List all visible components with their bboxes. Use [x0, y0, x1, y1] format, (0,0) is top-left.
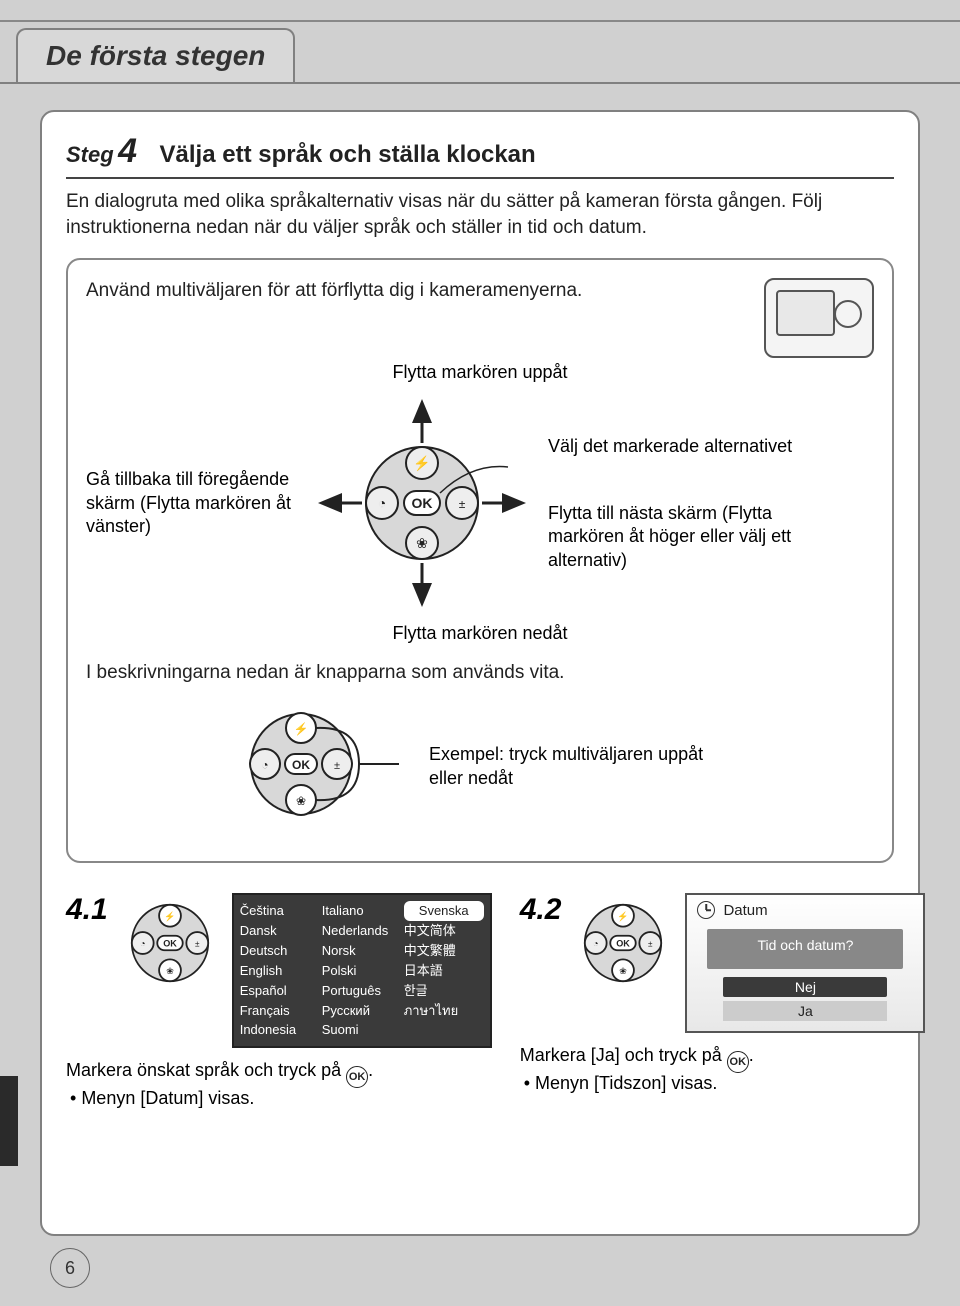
step42-desc-text: Markera [Ja] och tryck på: [520, 1045, 727, 1065]
svg-text:◔: ◔: [593, 939, 598, 949]
top-divider: [0, 20, 960, 22]
step41-desc-suffix: .: [368, 1060, 373, 1080]
ok-icon: OK: [727, 1051, 749, 1073]
lang-item: 中文繁體: [404, 941, 484, 961]
step-number: 4: [118, 132, 137, 170]
tab-baseline: [0, 82, 960, 84]
svg-text:❀: ❀: [296, 794, 306, 808]
step42-bullet: Menyn [Tidszon] visas.: [524, 1073, 926, 1094]
multiselector-pad-small-icon: OK ⚡ ❀ ◔ ±: [120, 893, 220, 998]
svg-text:❀: ❀: [416, 535, 428, 551]
svg-text:OK: OK: [163, 939, 177, 949]
multiselector-card: Använd multiväljaren för att förflytta d…: [66, 258, 894, 863]
svg-text:❀: ❀: [166, 966, 174, 976]
multiselector-pad-icon: OK ⚡ ❀ ◔ ±: [312, 393, 532, 613]
select-label: Välj det markerade alternativet: [548, 435, 798, 458]
svg-text:⚡: ⚡: [164, 911, 175, 923]
date-option-yes: Ja: [723, 1001, 887, 1021]
svg-text:OK: OK: [412, 495, 433, 511]
clock-icon: [697, 901, 715, 919]
lang-item: Português: [322, 981, 402, 1001]
lang-item: ภาษาไทย: [404, 1001, 484, 1021]
lang-item: Suomi: [322, 1020, 402, 1040]
step-label: Steg: [66, 142, 114, 167]
camera-thumbnail-icon: [764, 278, 874, 358]
step-header: Steg 4 Välja ett språk och ställa klocka…: [66, 132, 894, 171]
svg-text:±: ±: [334, 760, 340, 772]
multiselector-diagram: Gå tillbaka till föregående skärm (Flytt…: [86, 393, 874, 613]
svg-text:⚡: ⚡: [413, 455, 430, 472]
step41-heading: 4.1: [66, 893, 108, 927]
substeps-row: 4.1 OK ⚡ ❀ ◔: [66, 893, 894, 1109]
multiselector-pad-example-icon: OK ⚡ ❀ ◔ ±: [231, 694, 401, 839]
lang-item: Italiano: [322, 901, 402, 921]
cursor-down-label: Flytta markören nedåt: [86, 623, 874, 644]
page-card: Steg 4 Välja ett språk och ställa klocka…: [40, 110, 920, 1236]
cursor-right-label: Flytta till nästa skärm (Flytta markören…: [548, 502, 798, 572]
lang-item: 한글: [404, 981, 484, 1001]
right-labels: Välj det markerade alternativet Flytta t…: [548, 435, 808, 573]
side-black-tab: [0, 1076, 18, 1166]
multiselector-pad-small-icon: OK ⚡ ❀ ◔ ±: [573, 893, 673, 998]
lang-item: Nederlands: [322, 921, 402, 941]
example-text: Exempel: tryck multiväljaren uppåt eller…: [429, 743, 729, 790]
svg-text:±: ±: [648, 940, 653, 949]
svg-text:⚡: ⚡: [618, 911, 629, 923]
heading-underline: [66, 177, 894, 179]
svg-text:◔: ◔: [140, 939, 145, 949]
date-option-no: Nej: [723, 977, 887, 997]
lang-item: Norsk: [322, 941, 402, 961]
svg-text:OK: OK: [617, 939, 631, 949]
lang-item: Polski: [322, 961, 402, 981]
step42-desc-suffix: .: [749, 1045, 754, 1065]
lang-item-selected: Svenska: [404, 901, 484, 921]
language-screen: Čeština Italiano Svenska Dansk Nederland…: [232, 893, 492, 1048]
svg-text:±: ±: [195, 940, 200, 949]
step-4-2: 4.2 OK ⚡ ❀ ◔: [520, 893, 926, 1109]
step42-heading: 4.2: [520, 893, 562, 927]
svg-text:◔: ◔: [261, 758, 268, 772]
lang-item: English: [240, 961, 320, 981]
step41-desc: Markera önskat språk och tryck på OK. Me…: [66, 1060, 492, 1109]
lang-item: Français: [240, 1001, 320, 1021]
multiselector-use-text: Använd multiväljaren för att förflytta d…: [86, 278, 744, 304]
svg-text:OK: OK: [292, 758, 310, 772]
lang-item: 日本語: [404, 961, 484, 981]
step41-desc-text: Markera önskat språk och tryck på: [66, 1060, 346, 1080]
multiselector-note: I beskrivningarna nedan är knapparna som…: [86, 662, 874, 684]
cursor-up-label: Flytta markören uppåt: [86, 362, 874, 383]
ok-icon: OK: [346, 1066, 368, 1088]
lang-item: Dansk: [240, 921, 320, 941]
svg-text:❀: ❀: [620, 966, 628, 976]
step-title: Välja ett språk och ställa klockan: [160, 141, 536, 168]
date-title: Datum: [723, 902, 767, 919]
step42-desc: Markera [Ja] och tryck på OK. Menyn [Tid…: [520, 1045, 926, 1094]
svg-text:⚡: ⚡: [294, 722, 309, 736]
lang-item: Español: [240, 981, 320, 1001]
page-number: 6: [50, 1248, 90, 1288]
step41-bullet: Menyn [Datum] visas.: [70, 1088, 492, 1109]
lang-item: 中文简体: [404, 921, 484, 941]
svg-text:±: ±: [459, 497, 466, 511]
cursor-left-label: Gå tillbaka till föregående skärm (Flytt…: [86, 468, 296, 538]
lang-item: Čeština: [240, 901, 320, 921]
date-question: Tid och datum?: [707, 929, 903, 969]
date-screen: Datum Tid och datum? Nej Ja: [685, 893, 925, 1033]
lang-item: Indonesia: [240, 1020, 320, 1040]
step-4-1: 4.1 OK ⚡ ❀ ◔: [66, 893, 492, 1109]
svg-text:◔: ◔: [378, 495, 386, 511]
intro-text: En dialogruta med olika språkalternativ …: [66, 189, 894, 240]
lang-item: Русский: [322, 1001, 402, 1021]
example-row: OK ⚡ ❀ ◔ ± Exempel: tryck multiväljaren …: [86, 694, 874, 839]
lang-item: Deutsch: [240, 941, 320, 961]
section-tab: De första stegen: [16, 28, 295, 82]
